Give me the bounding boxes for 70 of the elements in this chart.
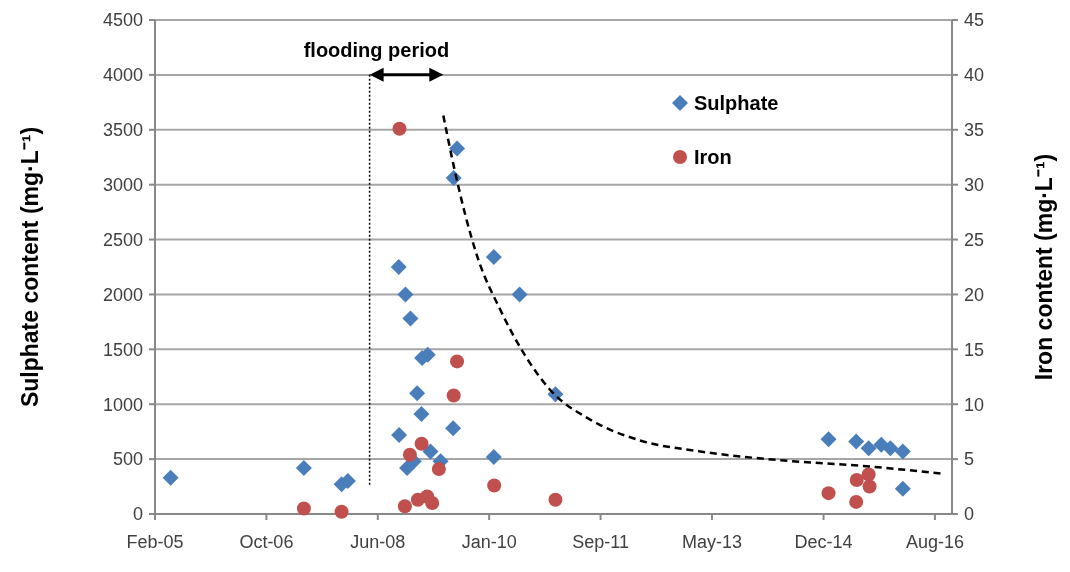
y-tick-label: 0 [132, 504, 143, 525]
point [445, 420, 462, 437]
point [414, 436, 429, 451]
y2-axis-title: Iron content (mg·L⁻¹) [1031, 153, 1057, 381]
point [402, 310, 419, 327]
y2-tick-label: 10 [964, 394, 985, 415]
point [391, 426, 408, 443]
point [849, 494, 864, 509]
point [861, 467, 876, 482]
y2-tick-label: 15 [964, 339, 985, 360]
point [511, 286, 528, 303]
point [849, 472, 864, 487]
point [449, 140, 466, 157]
point [334, 504, 349, 519]
point [882, 440, 899, 457]
point [894, 480, 911, 497]
point [446, 388, 461, 403]
legend-label: Iron [694, 146, 732, 168]
x-tick-label: Jan-10 [461, 532, 517, 552]
y-tick-label: 1000 [102, 394, 143, 415]
y-tick-label: 2500 [102, 229, 143, 250]
y-tick-label: 2000 [102, 284, 143, 305]
y2-tick-label: 35 [964, 120, 985, 141]
point [548, 492, 563, 507]
y2-tick-label: 20 [964, 284, 985, 305]
x-tick-label: May-13 [681, 532, 742, 552]
point [485, 249, 502, 266]
x-tick-label: Dec-14 [794, 532, 853, 552]
point [862, 479, 877, 494]
x-tick-label: Aug-16 [905, 532, 964, 552]
y2-tick-label: 0 [964, 504, 975, 525]
point [894, 443, 911, 460]
y2-tick-label: 40 [964, 65, 985, 86]
y-tick-label: 4000 [102, 65, 143, 86]
point [296, 501, 311, 516]
point [848, 433, 865, 450]
y-tick-label: 3000 [102, 174, 143, 195]
point [295, 459, 312, 476]
x-tick-label: Feb-05 [126, 532, 184, 552]
y-tick-label: 4500 [102, 10, 143, 31]
point [860, 440, 877, 457]
point [390, 259, 407, 275]
point [485, 448, 502, 465]
y-axis-title: Sulphate content (mg·L⁻¹) [17, 126, 43, 408]
x-tick-label: Jun-08 [350, 532, 406, 552]
point [487, 478, 502, 493]
point [821, 486, 836, 501]
point [409, 385, 426, 402]
point [162, 469, 179, 486]
y2-tick-label: 25 [964, 229, 985, 250]
point [450, 354, 465, 369]
point [397, 499, 412, 514]
y-tick-label: 3500 [102, 120, 143, 141]
x-tick-label: Oct-06 [239, 532, 294, 552]
y2-tick-label: 30 [964, 174, 985, 195]
annotation: flooding period [303, 38, 450, 61]
point [413, 406, 430, 423]
point [431, 461, 446, 476]
y-tick-label: 1500 [102, 339, 143, 360]
y2-tick-label: 5 [964, 449, 975, 470]
point [820, 431, 837, 448]
point [425, 496, 440, 511]
point [422, 443, 439, 460]
point [402, 447, 417, 462]
legend-label: Sulphate [694, 92, 779, 114]
y2-tick-label: 45 [964, 10, 985, 31]
point [392, 121, 407, 136]
x-tick-label: Sep-11 [572, 532, 629, 552]
y-tick-label: 500 [112, 449, 143, 470]
point [397, 286, 414, 303]
